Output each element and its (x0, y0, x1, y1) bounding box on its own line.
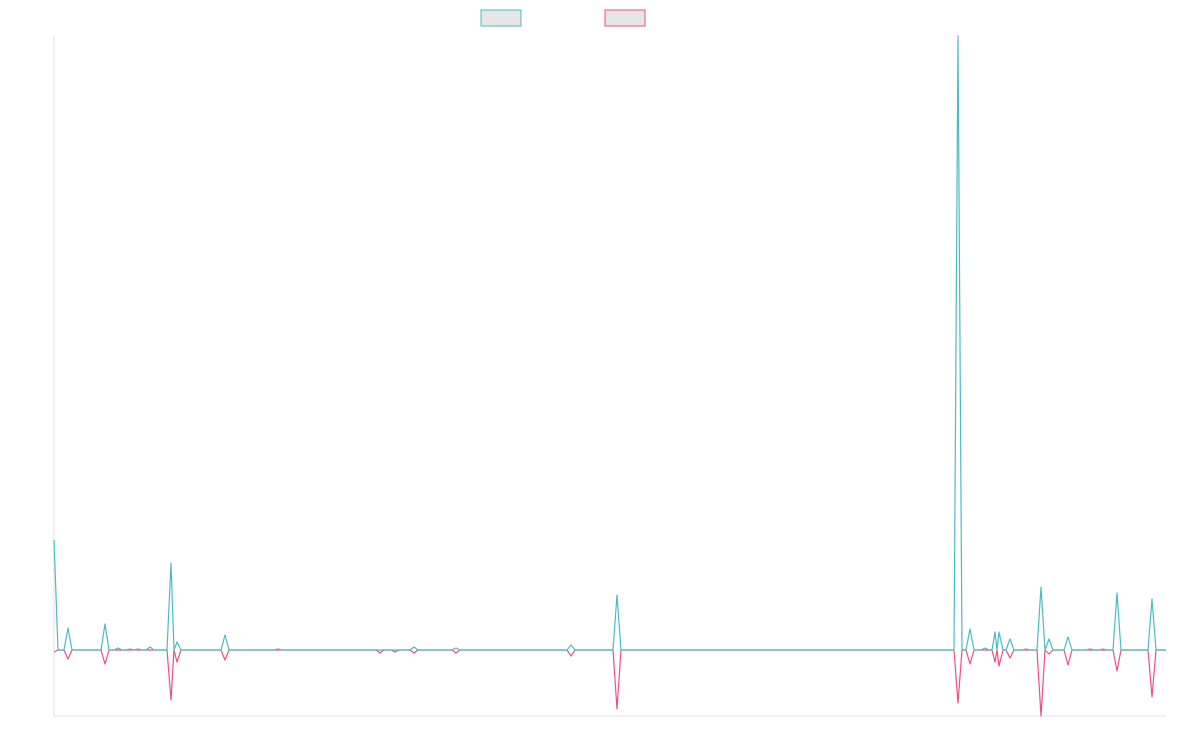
legend-swatch (604, 9, 646, 27)
series-line (53, 35, 1166, 651)
series-line (53, 649, 1166, 717)
legend-swatch (480, 9, 522, 27)
